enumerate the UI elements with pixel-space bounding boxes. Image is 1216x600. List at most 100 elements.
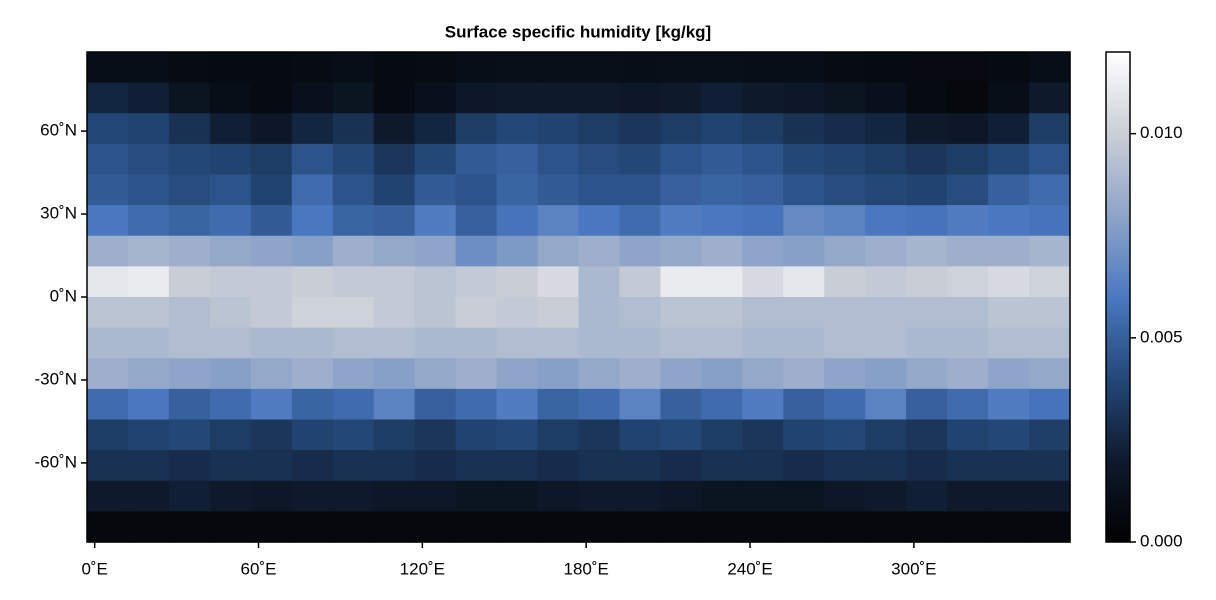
heat-cell	[906, 82, 948, 114]
heat-cell	[701, 327, 743, 359]
heat-cell	[578, 52, 621, 84]
heat-cell	[87, 205, 129, 237]
heat-cell	[537, 327, 580, 359]
heat-cell	[742, 480, 784, 512]
heat-cell	[906, 235, 948, 267]
colorbar-step	[1106, 325, 1130, 331]
colorbar-step	[1106, 497, 1130, 502]
heat-cell	[701, 52, 743, 84]
colorbar-step	[1106, 280, 1130, 286]
colorbar-step	[1106, 411, 1130, 416]
heat-cell	[250, 297, 293, 329]
heat-cell	[701, 266, 743, 298]
heat-cell	[414, 327, 457, 359]
heat-cell	[332, 327, 375, 359]
heat-cell	[537, 388, 580, 421]
heat-cell	[496, 388, 539, 421]
heat-cell	[87, 419, 129, 451]
heat-cell	[578, 480, 621, 512]
heat-cell	[947, 297, 989, 329]
heat-cell	[250, 358, 293, 390]
heat-cell	[250, 388, 293, 421]
heat-cell	[783, 358, 825, 390]
heat-cell	[742, 450, 784, 482]
heat-cell	[537, 450, 580, 482]
heat-cell	[209, 327, 252, 359]
heat-cell	[250, 480, 293, 512]
heat-cell	[701, 419, 743, 451]
colorbar-step	[1106, 150, 1130, 155]
heat-cell	[291, 327, 334, 359]
colorbar-step	[1106, 170, 1130, 175]
colorbar-step	[1106, 297, 1130, 302]
colorbar-step	[1106, 174, 1130, 180]
colorbar-step	[1106, 133, 1130, 139]
heat-cell	[824, 235, 866, 267]
colorbar-step	[1106, 284, 1130, 290]
heat-cell	[660, 327, 702, 359]
heat-cell	[701, 388, 743, 421]
heat-cell	[742, 174, 784, 206]
heat-cell	[127, 297, 170, 329]
heat-cell	[988, 480, 1030, 512]
heat-cell	[332, 388, 375, 421]
heat-cell	[742, 113, 784, 145]
colorbar-step	[1106, 162, 1130, 167]
heat-cell	[414, 174, 457, 206]
heat-cell	[1029, 174, 1071, 206]
heat-cell	[127, 174, 170, 206]
heat-cell	[373, 388, 416, 421]
heat-cell	[824, 297, 866, 329]
heat-cell	[660, 419, 702, 451]
heat-cell	[87, 480, 129, 512]
heat-cell	[373, 450, 416, 482]
heat-cell	[988, 205, 1030, 237]
heat-cell	[291, 235, 334, 267]
heat-cell	[496, 419, 539, 451]
heat-cell	[332, 113, 375, 145]
heat-cell	[496, 297, 539, 329]
colorbar-step	[1106, 362, 1130, 367]
heat-cell	[824, 82, 866, 114]
heat-cell	[373, 82, 416, 114]
heat-cell	[865, 450, 907, 482]
heat-cell	[332, 480, 375, 512]
colorbar-step	[1106, 431, 1130, 437]
colorbar-step	[1106, 456, 1130, 461]
heat-cell	[127, 235, 170, 267]
heat-cell	[1029, 266, 1071, 298]
heat-cell	[250, 450, 293, 482]
colorbar-step	[1106, 366, 1130, 371]
heat-cell	[87, 235, 129, 267]
heat-cell	[209, 450, 252, 482]
heat-cell	[496, 113, 539, 145]
heat-cell	[701, 205, 743, 237]
heat-cell	[865, 113, 907, 145]
heat-cell	[865, 205, 907, 237]
heat-cell	[742, 82, 784, 114]
colorbar-step	[1106, 268, 1130, 273]
heat-cell	[619, 511, 662, 543]
heat-cell	[783, 450, 825, 482]
colorbar-step	[1106, 231, 1130, 237]
y-tick-label: 30˚N	[40, 204, 77, 223]
colorbar-step	[1106, 521, 1130, 527]
heat-cell	[660, 511, 702, 543]
heat-cell	[906, 52, 948, 84]
heat-cell	[865, 297, 907, 329]
heat-cell	[537, 511, 580, 543]
heat-cell	[291, 52, 334, 84]
heat-cell	[291, 480, 334, 512]
colorbar-step	[1106, 517, 1130, 523]
heat-cell	[947, 82, 989, 114]
heat-cell	[701, 480, 743, 512]
colorbar-step	[1106, 207, 1130, 212]
heat-cell	[168, 388, 211, 421]
heat-cell	[127, 82, 170, 114]
colorbar-step	[1106, 166, 1130, 171]
heat-cell	[906, 358, 948, 390]
colorbar-step	[1106, 427, 1130, 433]
heat-cell	[332, 266, 375, 298]
heat-cell	[701, 143, 743, 176]
heat-cell	[332, 419, 375, 451]
